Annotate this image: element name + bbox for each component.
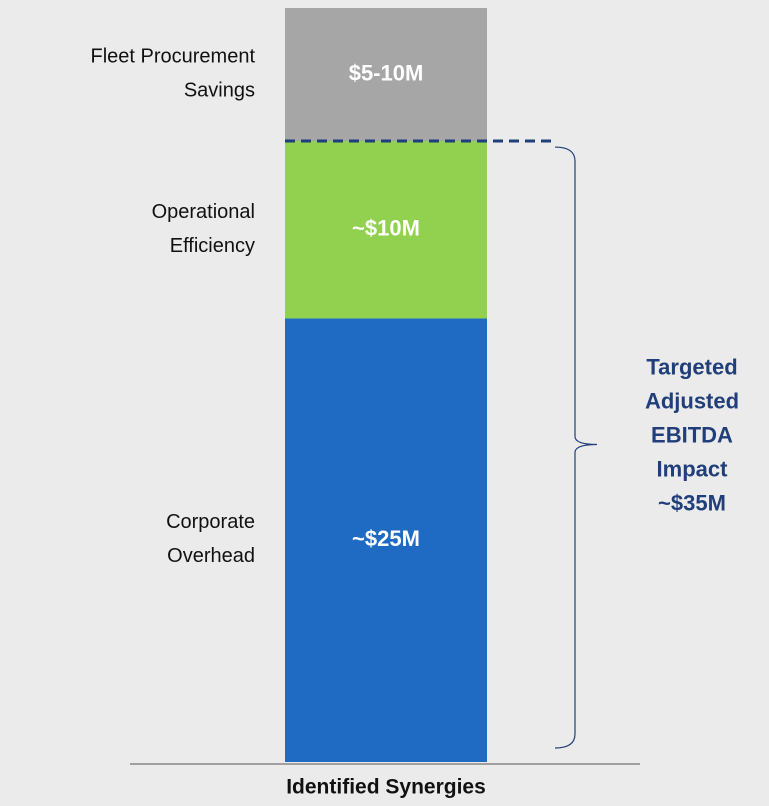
annotation: Targeted Adjusted EBITDA Impact ~$35M (645, 354, 739, 515)
segment-label: Operational Efficiency (152, 201, 255, 257)
data-label: ~$10M (352, 216, 420, 241)
segment-label: Fleet Procurement Savings (90, 46, 255, 102)
bar-segment (285, 318, 487, 762)
x-category-label: Identified Synergies (286, 776, 486, 799)
data-label: $5-10M (349, 60, 424, 85)
bracket (554, 146, 598, 749)
data-label: ~$25M (352, 526, 420, 551)
segment-label: Corporate Overhead (166, 512, 255, 568)
bar-segment (285, 8, 487, 142)
bar-segment (285, 141, 487, 319)
